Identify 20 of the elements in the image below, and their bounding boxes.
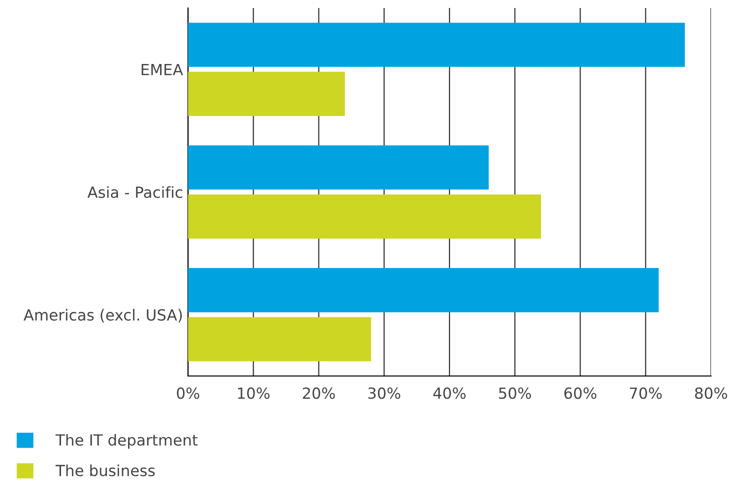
bar [188, 22, 685, 67]
x-tick-label: 10% [238, 387, 270, 399]
y-tick-label: EMEA [142, 64, 184, 76]
bar [188, 194, 542, 239]
x-tick-label: 0% [176, 387, 200, 399]
y-tick-label: Americas (excl. USA) [24, 308, 182, 322]
bar [188, 268, 659, 312]
x-tick-label: 40% [433, 387, 466, 399]
y-tick-label: Asia - Pacific [87, 186, 182, 198]
x-tick-label: 20% [302, 387, 335, 399]
bar [188, 72, 345, 116]
x-tick-label: 80% [695, 387, 728, 399]
x-tick-label: 30% [368, 387, 400, 399]
legend-label: The IT department [56, 434, 198, 449]
x-tick-label: 60% [564, 387, 596, 399]
bar [188, 145, 489, 190]
x-tick-label: 50% [499, 387, 532, 399]
legend-label: The business [56, 464, 155, 476]
bar [188, 317, 372, 362]
x-tick-label: 70% [630, 387, 662, 399]
